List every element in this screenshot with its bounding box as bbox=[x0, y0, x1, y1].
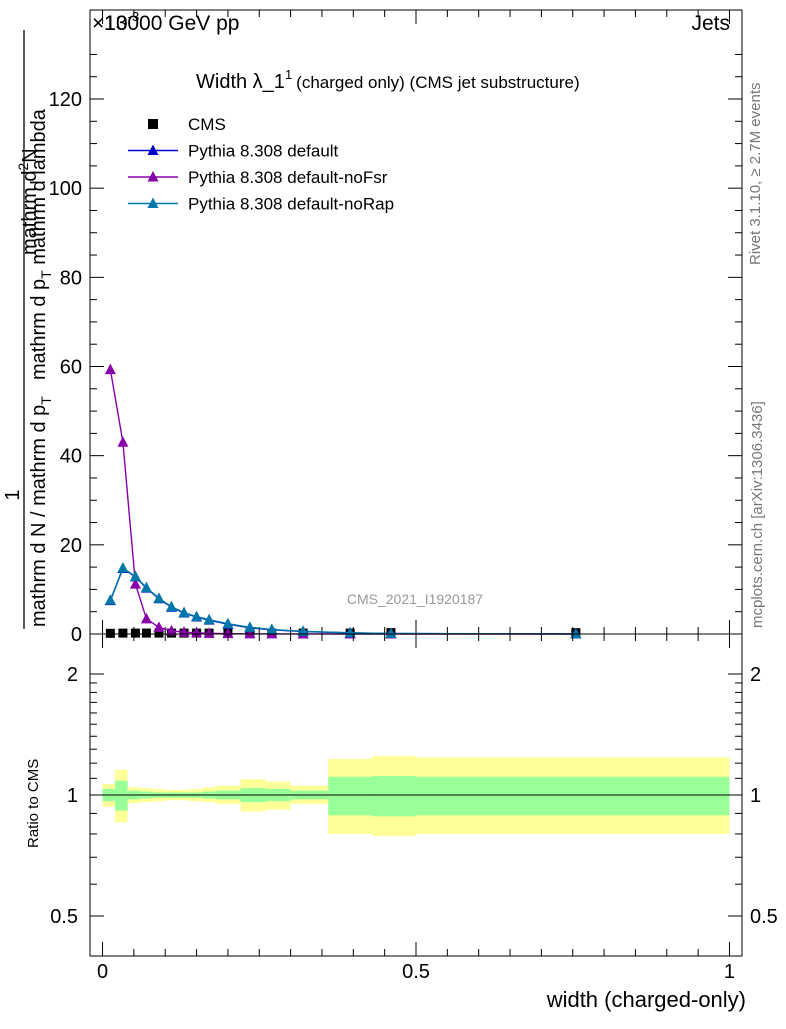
legend-label: Pythia 8.308 default-noRap bbox=[188, 195, 394, 214]
ratio-inner-band bbox=[372, 775, 416, 817]
series-2 bbox=[104, 363, 582, 639]
data-point-triangle bbox=[244, 627, 256, 639]
data-point-triangle bbox=[104, 594, 116, 605]
main-y-tick-label: 60 bbox=[60, 357, 82, 379]
legend-marker-triangle bbox=[147, 144, 159, 155]
legend-label: CMS bbox=[188, 115, 226, 134]
ylabel-denominator-one: mathrm d N / mathrm d pT bbox=[28, 396, 54, 627]
ratio-y-tick-label-right: 2 bbox=[750, 664, 761, 686]
legend-entry-0: CMS bbox=[148, 115, 226, 134]
main-y-tick-label: 80 bbox=[60, 267, 82, 289]
data-point-triangle bbox=[104, 363, 116, 375]
mcplots-label: mcplots.cern.ch [arXiv:1306.3436] bbox=[749, 401, 766, 628]
data-point-square bbox=[141, 628, 151, 638]
main-panel-frame bbox=[89, 9, 743, 635]
series-line bbox=[109, 566, 576, 635]
data-point-triangle bbox=[203, 627, 215, 638]
data-point-triangle bbox=[297, 625, 309, 636]
x-axis-label: width (charged-only) bbox=[546, 987, 746, 1012]
main-y-tick-label: 0 bbox=[71, 624, 82, 646]
data-point-square bbox=[118, 628, 128, 638]
ratio-bands bbox=[102, 756, 730, 837]
main-y-tick-label: 120 bbox=[49, 89, 82, 111]
data-point-triangle bbox=[178, 606, 190, 618]
data-point-square bbox=[154, 628, 164, 638]
legend-marker-square bbox=[148, 119, 158, 129]
data-point-triangle bbox=[203, 613, 215, 625]
main-panel-ticks bbox=[90, 10, 742, 635]
x-tick-label: 0.5 bbox=[402, 961, 430, 983]
data-point-triangle bbox=[117, 436, 129, 447]
data-point-triangle bbox=[191, 610, 203, 622]
legend-entry-2: Pythia 8.308 default-noFsr bbox=[128, 168, 388, 187]
ratio-inner-band bbox=[115, 780, 128, 811]
data-point-triangle bbox=[385, 627, 397, 639]
main-y-tick-label: 40 bbox=[60, 446, 82, 468]
data-point-triangle bbox=[222, 617, 234, 629]
legend-marker-triangle bbox=[147, 171, 159, 182]
analysis-watermark: CMS_2021_I1920187 bbox=[347, 591, 483, 607]
series-3 bbox=[104, 562, 582, 639]
series-layer bbox=[104, 363, 582, 639]
data-point-triangle bbox=[129, 570, 141, 581]
data-point-triangle bbox=[166, 600, 177, 612]
data-point-square bbox=[105, 628, 115, 638]
x-tick-label: 0 bbox=[97, 961, 108, 983]
data-point-triangle bbox=[117, 562, 129, 573]
data-point-triangle bbox=[140, 612, 152, 624]
x-tick-label: 1 bbox=[724, 961, 735, 983]
main-y-tick-label: 100 bbox=[49, 178, 82, 200]
ratio-y-tick-labels: 0.5 0.5 1 1 2 2 bbox=[50, 664, 778, 928]
data-point-triangle bbox=[153, 592, 165, 603]
ratio-y-tick-label-right: 1 bbox=[750, 785, 761, 807]
ratio-inner-band bbox=[416, 776, 730, 816]
data-point-triangle bbox=[222, 627, 234, 639]
legend-entry-1: Pythia 8.308 default bbox=[128, 142, 339, 161]
legend-label: Pythia 8.308 default bbox=[188, 142, 339, 161]
ratio-y-tick-label: 1 bbox=[67, 785, 78, 807]
series-line bbox=[109, 567, 576, 635]
data-point-triangle bbox=[166, 624, 177, 636]
x-tick-labels: 0 0.5 1 bbox=[97, 961, 735, 983]
chart-title: Width λ_11 (charged only) (CMS jet substr… bbox=[196, 67, 580, 93]
data-point-triangle bbox=[129, 578, 141, 589]
legend: CMS Pythia 8.308 default Pythia 8.308 defa… bbox=[128, 115, 394, 214]
main-y-tick-label: 20 bbox=[60, 535, 82, 557]
ratio-inner-band bbox=[328, 776, 373, 816]
main-y-tick-labels: 0 20 40 60 80 100 120 bbox=[49, 89, 82, 646]
data-point-triangle bbox=[191, 626, 203, 638]
data-point-triangle bbox=[153, 621, 165, 632]
ylabel-numerator-one: 1 bbox=[2, 489, 24, 500]
data-point-triangle bbox=[266, 623, 278, 635]
data-point-triangle bbox=[140, 581, 152, 593]
series-line bbox=[109, 369, 576, 635]
legend-label: Pythia 8.308 default-noFsr bbox=[188, 168, 388, 187]
legend-marker-triangle bbox=[147, 197, 159, 208]
energy-label: 13000 GeV pp bbox=[104, 12, 239, 35]
ratio-y-tick-label: 0.5 bbox=[50, 906, 78, 928]
data-point-square bbox=[130, 628, 140, 638]
ratio-y-axis-label: Ratio to CMS bbox=[25, 759, 42, 848]
legend-entry-3: Pythia 8.308 default-noRap bbox=[128, 195, 394, 214]
data-point-triangle bbox=[244, 621, 256, 632]
ratio-y-tick-label-right: 0.5 bbox=[750, 906, 778, 928]
rivet-version-label: Rivet 3.1.10, ≥ 2.7M events bbox=[747, 83, 764, 266]
ylabel-denominator-two: mathrm d pT mathrm d lambda bbox=[28, 108, 54, 380]
main-y-axis-label: 1 mathrm d N / mathrm d pT mathrm d2N ma… bbox=[2, 30, 54, 629]
ylabel-numerator-two: mathrm d2N bbox=[15, 148, 41, 255]
process-label: Jets bbox=[691, 12, 730, 35]
ratio-panel-ticks bbox=[90, 634, 742, 956]
ratio-y-tick-label: 2 bbox=[67, 664, 78, 686]
